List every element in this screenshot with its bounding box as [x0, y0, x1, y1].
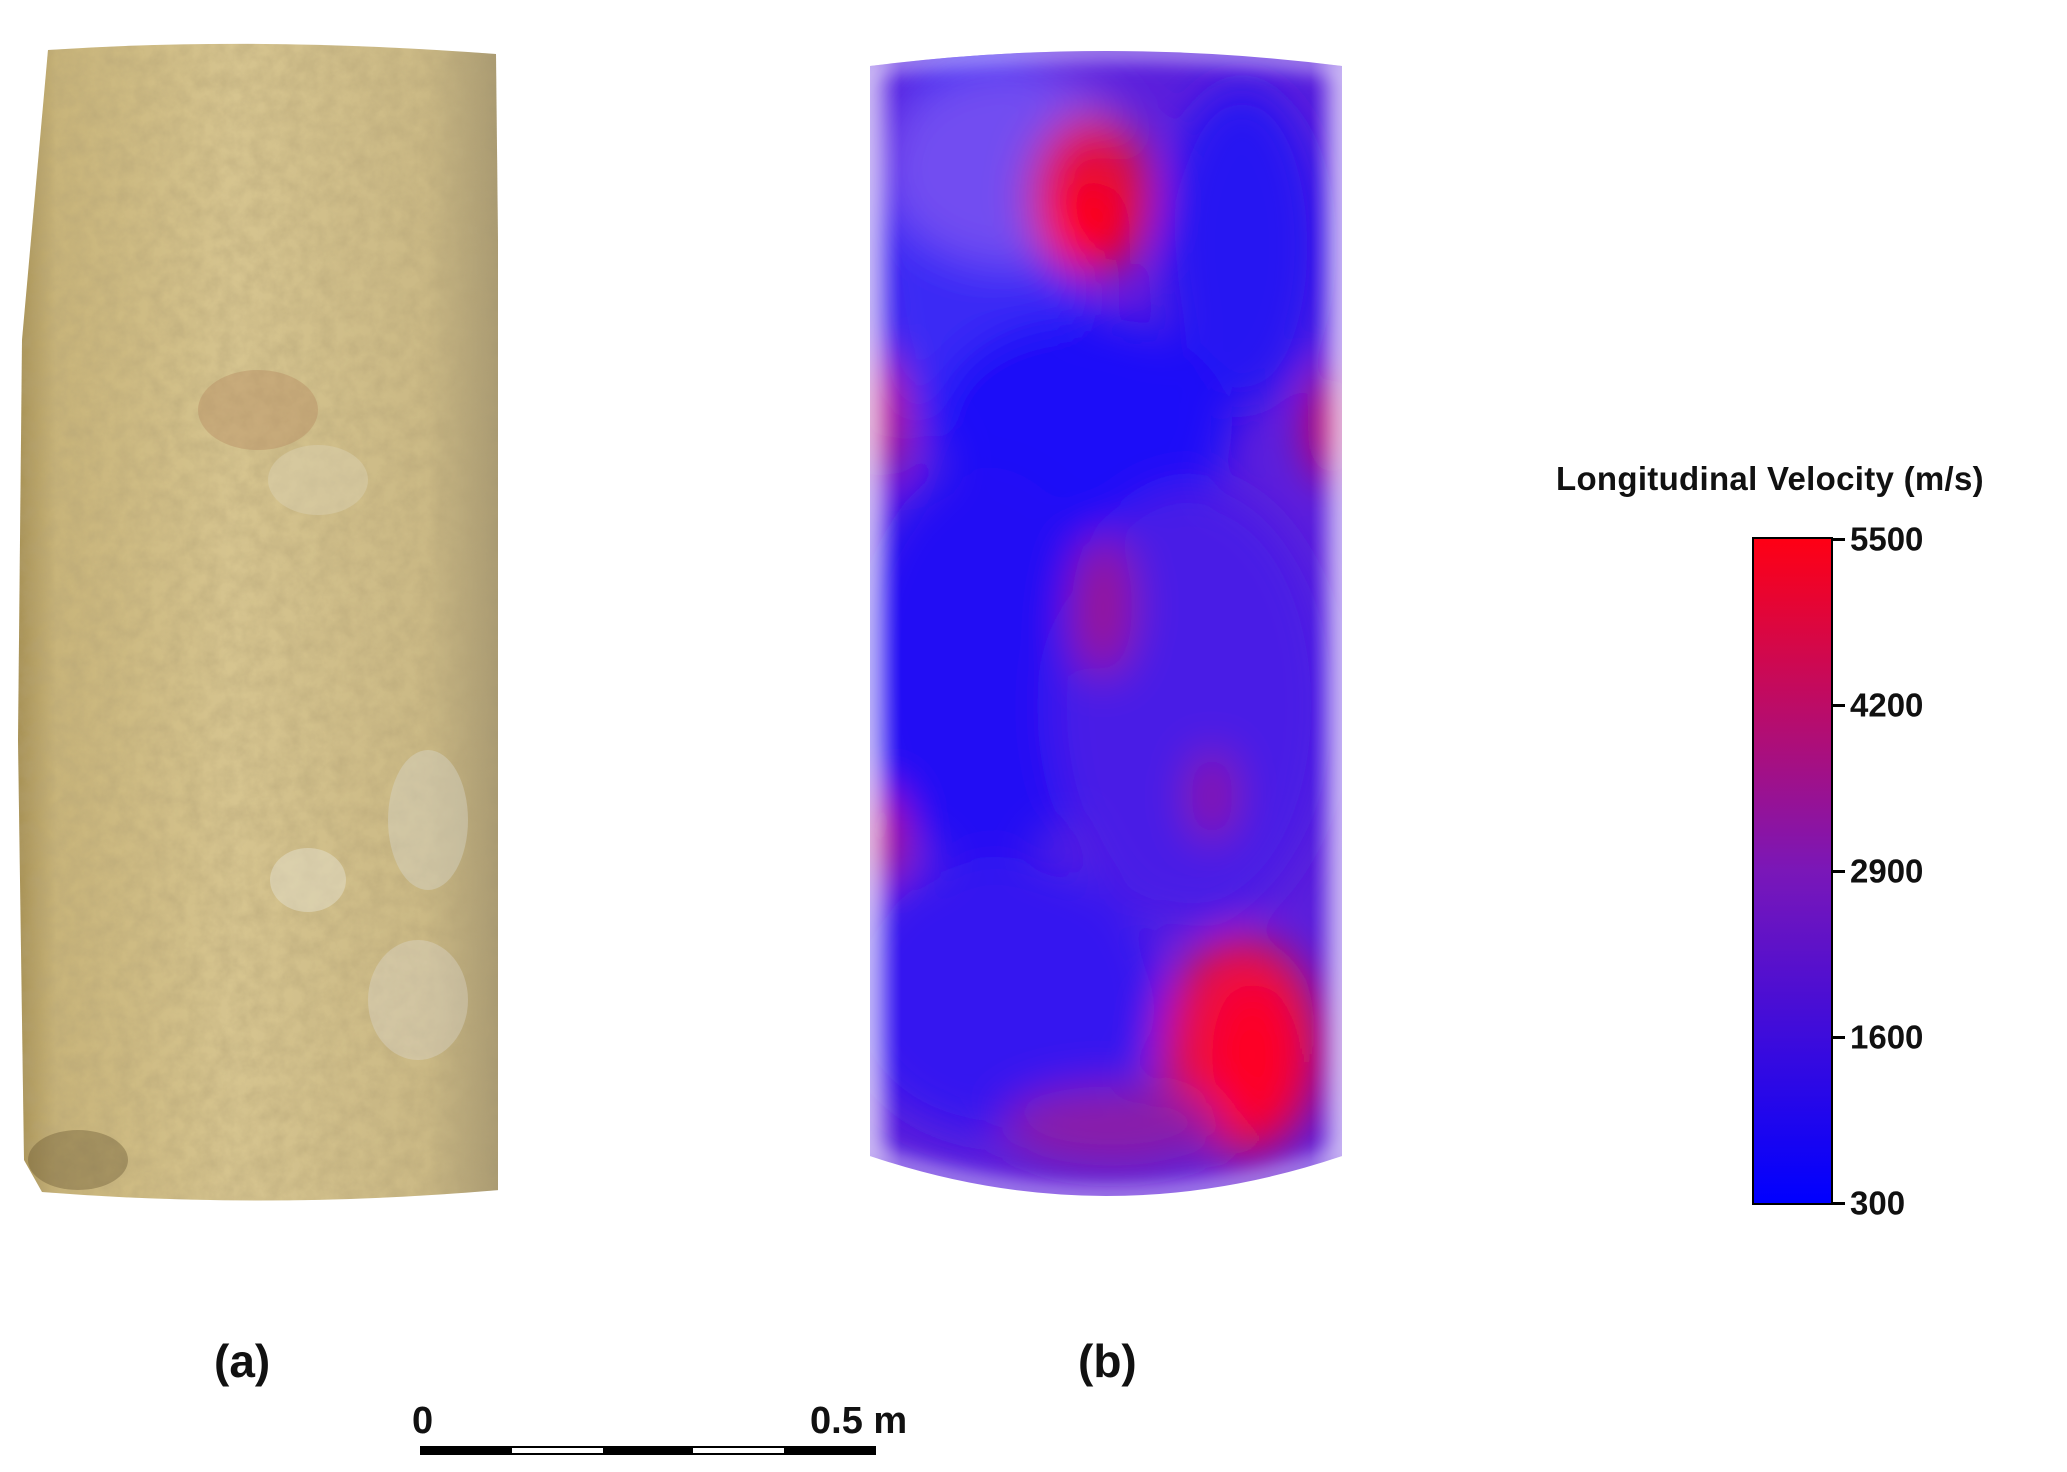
panel-a-label: (a) [214, 1335, 271, 1387]
colorbar-tick [1833, 1202, 1845, 1205]
colorbar-tick-label: 2900 [1850, 852, 1924, 890]
velocity-colorbar [1752, 537, 1833, 1205]
scale-bar-segment [693, 1448, 784, 1453]
stone-column-photo [18, 40, 498, 1212]
colorbar-tick [1833, 538, 1845, 541]
legend-title: Longitudinal Velocity (m/s) [1556, 460, 1984, 497]
scale-bar-segment [602, 1448, 694, 1453]
scale-bar-segment [422, 1448, 513, 1453]
colorbar-tick-label: 4200 [1850, 686, 1924, 724]
colorbar-tick-label: 5500 [1850, 520, 1924, 558]
colorbar-tick [1833, 870, 1845, 873]
colorbar-tick [1833, 1036, 1845, 1039]
colorbar-tick-label: 1600 [1850, 1018, 1924, 1056]
scale-bar-zero-label: 0 [412, 1400, 434, 1442]
scale-bar-segment [783, 1448, 875, 1453]
scale-bar-segment [512, 1448, 603, 1453]
scale-bar [420, 1446, 876, 1455]
panel-b-label: (b) [1078, 1335, 1137, 1387]
scale-bar-end-label: 0.5 m [810, 1400, 908, 1442]
velocity-tomography-cylinder [862, 46, 1350, 1222]
colorbar-tick-label: 300 [1850, 1184, 1906, 1222]
colorbar-tick [1833, 704, 1845, 707]
